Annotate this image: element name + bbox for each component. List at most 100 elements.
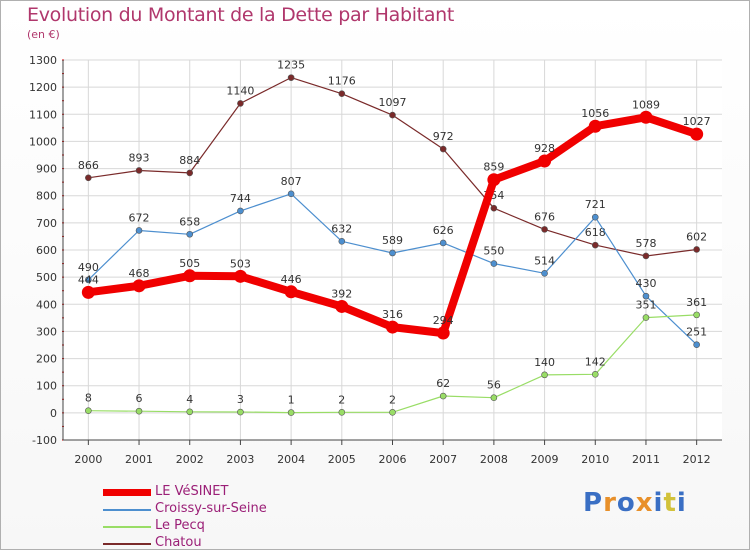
data-point-le-v-sinet — [81, 285, 95, 299]
data-point-croissy-sur-seine — [490, 260, 498, 267]
data-point-le-v-sinet — [639, 110, 653, 124]
data-label-le-pecq: 351 — [635, 299, 656, 312]
data-point-croissy-sur-seine — [135, 227, 143, 234]
y-tick-label: -100 — [32, 434, 57, 447]
data-label-le-pecq: 6 — [136, 392, 143, 405]
y-tick-label: 0 — [50, 407, 57, 420]
data-label-le-pecq: 361 — [686, 296, 707, 309]
data-label-chatou: 676 — [534, 210, 555, 223]
data-label-le-pecq: 62 — [436, 377, 450, 390]
x-tick-label: 2001 — [125, 453, 153, 466]
data-label-le-v-sinet: 1056 — [581, 107, 609, 120]
x-tick-label: 2004 — [277, 453, 305, 466]
data-label-croissy-sur-seine: 658 — [179, 215, 200, 228]
legend-swatch — [103, 543, 151, 545]
data-label-chatou: 1097 — [379, 96, 407, 109]
data-label-croissy-sur-seine: 514 — [534, 254, 555, 267]
legend-swatch — [103, 509, 151, 511]
y-tick-label: 1100 — [29, 108, 57, 121]
data-point-chatou — [439, 145, 447, 153]
legend-label: Croissy-sur-Seine — [155, 501, 267, 516]
data-label-le-v-sinet: 1027 — [683, 115, 711, 128]
data-label-le-pecq: 8 — [85, 392, 92, 405]
data-point-le-v-sinet — [386, 320, 399, 334]
y-tick-label: 300 — [36, 325, 57, 338]
legend-swatch — [103, 526, 151, 528]
data-label-chatou: 866 — [78, 159, 99, 172]
proxiti-logo: Proxiti — [583, 488, 687, 518]
data-point-croissy-sur-seine — [693, 341, 700, 349]
y-tick-label: 1300 — [29, 54, 57, 67]
data-point-le-pecq — [389, 409, 396, 416]
data-point-chatou — [591, 241, 599, 249]
data-label-le-pecq: 3 — [237, 393, 244, 406]
data-point-le-pecq — [338, 409, 346, 416]
data-label-le-pecq: 140 — [534, 356, 555, 369]
data-point-le-v-sinet — [284, 285, 298, 299]
data-label-croissy-sur-seine: 589 — [382, 234, 403, 247]
data-point-le-v-sinet — [132, 279, 146, 293]
data-point-le-pecq — [490, 394, 498, 401]
data-label-le-v-sinet: 446 — [281, 273, 302, 286]
data-label-le-pecq: 1 — [288, 394, 295, 407]
x-tick-label: 2000 — [74, 453, 102, 466]
data-label-chatou: 578 — [635, 237, 656, 250]
data-label-le-v-sinet: 392 — [331, 287, 352, 300]
y-tick-label: 800 — [36, 190, 57, 203]
data-label-chatou: 602 — [686, 230, 707, 243]
data-point-chatou — [490, 204, 498, 212]
x-tick-label: 2008 — [480, 453, 508, 466]
data-label-croissy-sur-seine: 672 — [129, 211, 150, 224]
x-tick-label: 2005 — [328, 453, 356, 466]
data-point-croissy-sur-seine — [85, 276, 92, 284]
y-tick-label: 1200 — [29, 81, 57, 94]
y-tick-label: 900 — [36, 163, 57, 176]
y-tick-label: 500 — [36, 271, 57, 284]
data-label-le-pecq: 56 — [487, 379, 501, 392]
data-point-le-pecq — [541, 371, 548, 379]
data-point-croissy-sur-seine — [642, 292, 650, 300]
data-point-le-v-sinet — [690, 127, 704, 141]
data-label-croissy-sur-seine: 626 — [433, 224, 454, 237]
data-label-croissy-sur-seine: 632 — [331, 222, 352, 235]
data-point-chatou — [135, 167, 143, 174]
data-label-le-v-sinet: 859 — [483, 161, 504, 174]
data-label-chatou: 618 — [585, 226, 606, 239]
data-label-chatou: 1235 — [277, 59, 305, 72]
data-point-croissy-sur-seine — [237, 207, 244, 215]
data-point-chatou — [237, 100, 244, 107]
data-point-le-v-sinet — [183, 269, 197, 283]
data-point-croissy-sur-seine — [591, 213, 599, 221]
x-tick-label: 2003 — [226, 453, 254, 466]
x-tick-label: 2009 — [531, 453, 559, 466]
data-point-croissy-sur-seine — [541, 270, 548, 277]
legend-label: Le Pecq — [155, 518, 205, 533]
data-point-chatou — [541, 226, 548, 233]
data-point-chatou — [389, 111, 396, 119]
data-point-le-pecq — [237, 408, 244, 416]
data-label-le-v-sinet: 505 — [179, 257, 200, 270]
data-point-chatou — [693, 246, 700, 253]
x-tick-label: 2006 — [379, 453, 407, 466]
data-point-le-v-sinet — [335, 299, 349, 313]
data-label-le-pecq: 142 — [585, 355, 606, 368]
y-tick-label: 200 — [36, 353, 57, 366]
x-tick-label: 2010 — [581, 453, 609, 466]
data-label-croissy-sur-seine: 721 — [585, 198, 606, 211]
data-point-le-v-sinet — [487, 173, 501, 187]
data-point-chatou — [186, 169, 194, 177]
chart-title: Evolution du Montant de la Dette par Hab… — [27, 4, 455, 26]
data-label-le-v-sinet: 316 — [382, 308, 403, 321]
data-point-chatou — [287, 74, 295, 81]
data-label-le-pecq: 4 — [186, 393, 193, 406]
data-point-croissy-sur-seine — [439, 239, 447, 247]
data-label-le-pecq: 2 — [389, 393, 396, 406]
data-label-chatou: 972 — [433, 130, 454, 143]
x-tick-label: 2011 — [632, 453, 660, 466]
data-label-le-v-sinet: 928 — [534, 142, 555, 155]
data-point-le-pecq — [439, 392, 447, 400]
x-tick-label: 2002 — [176, 453, 204, 466]
data-point-chatou — [338, 90, 346, 97]
data-point-le-v-sinet — [588, 119, 602, 133]
